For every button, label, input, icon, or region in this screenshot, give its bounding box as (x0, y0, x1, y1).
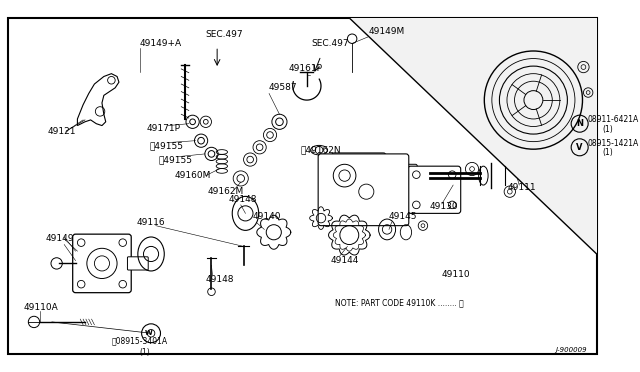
FancyBboxPatch shape (393, 164, 417, 187)
Polygon shape (349, 18, 596, 254)
Text: (1): (1) (140, 348, 150, 357)
FancyBboxPatch shape (408, 166, 461, 214)
Text: 49111: 49111 (508, 183, 536, 192)
Text: 49160M: 49160M (175, 171, 211, 180)
Text: 49149+A: 49149+A (140, 39, 182, 48)
Text: 49148: 49148 (206, 275, 234, 284)
Text: 49149: 49149 (45, 234, 74, 243)
Text: 49161P: 49161P (289, 64, 323, 73)
FancyBboxPatch shape (318, 154, 409, 226)
Text: 49171P: 49171P (147, 124, 180, 133)
FancyBboxPatch shape (332, 153, 386, 204)
Text: 49130: 49130 (429, 202, 458, 211)
Text: V: V (577, 143, 583, 152)
Text: 49148: 49148 (228, 195, 257, 204)
Text: Ⓐ49155: Ⓐ49155 (149, 141, 183, 150)
Text: SEC.497: SEC.497 (206, 29, 243, 39)
Text: (1): (1) (602, 125, 613, 134)
FancyBboxPatch shape (127, 257, 148, 270)
Text: 49144: 49144 (330, 256, 359, 265)
Text: 49140: 49140 (253, 212, 282, 221)
Text: J-900009: J-900009 (556, 347, 588, 353)
Text: 49110A: 49110A (24, 303, 58, 312)
Text: 08911-6421A: 08911-6421A (588, 115, 639, 124)
Text: Ⓜ08915-3401A: Ⓜ08915-3401A (111, 336, 168, 345)
Text: 49121: 49121 (47, 127, 76, 136)
Text: Ⓐ49155: Ⓐ49155 (159, 155, 193, 164)
Text: 08915-1421A: 08915-1421A (588, 139, 639, 148)
FancyBboxPatch shape (73, 234, 131, 293)
Text: (1): (1) (602, 148, 613, 157)
Text: W: W (145, 330, 152, 336)
Text: SEC.497: SEC.497 (312, 39, 349, 48)
Text: 49145: 49145 (389, 212, 417, 221)
Text: 49149M: 49149M (368, 27, 404, 36)
Text: NOTE: PART CODE 49110K ........ Ⓐ: NOTE: PART CODE 49110K ........ Ⓐ (335, 299, 464, 308)
Text: 49110: 49110 (442, 270, 470, 279)
Text: Ⓐ49162N: Ⓐ49162N (300, 145, 341, 155)
Text: 49587: 49587 (269, 83, 298, 92)
Text: 49116: 49116 (137, 218, 166, 227)
Text: 49162M: 49162M (208, 187, 244, 196)
Text: N: N (576, 119, 583, 128)
